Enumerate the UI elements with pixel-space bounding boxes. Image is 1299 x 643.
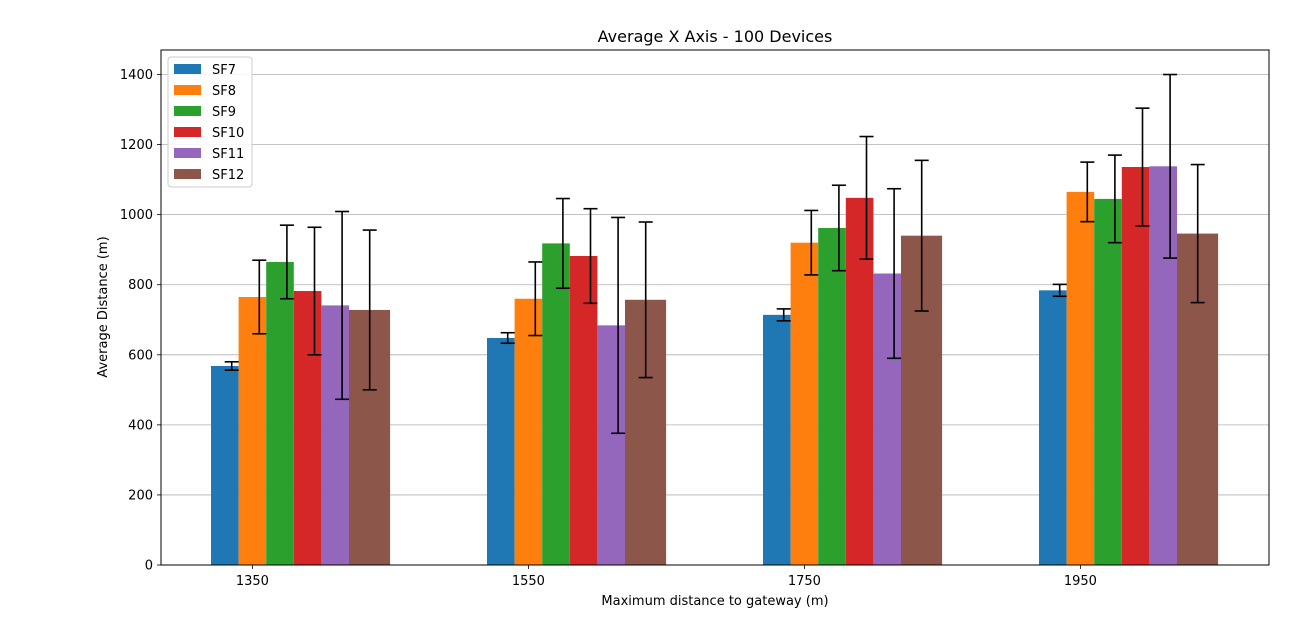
legend-swatch — [174, 85, 201, 95]
bar — [790, 242, 819, 565]
x-tick-label: 1750 — [788, 574, 821, 589]
bars — [211, 166, 1219, 566]
legend-label: SF9 — [212, 105, 236, 120]
bar — [873, 273, 901, 565]
legend-label: SF7 — [212, 63, 236, 78]
bar — [763, 314, 791, 565]
bar — [211, 366, 239, 565]
legend-swatch — [174, 106, 201, 116]
x-tick-label: 1950 — [1064, 574, 1097, 589]
legend-swatch — [174, 169, 201, 179]
bar — [1121, 167, 1150, 565]
x-axis: 1350 1550 1750 1950 — [236, 565, 1097, 589]
bar — [1039, 290, 1067, 565]
bar — [487, 337, 515, 565]
legend-swatch — [174, 64, 201, 74]
bar — [597, 325, 625, 565]
bar — [293, 291, 322, 565]
bar — [845, 197, 874, 565]
y-tick-label: 400 — [128, 418, 153, 433]
bar — [1149, 166, 1177, 565]
legend-label: SF12 — [212, 168, 244, 183]
bar — [238, 296, 267, 565]
x-axis-label: Maximum distance to gateway (m) — [601, 594, 828, 609]
bar — [1094, 198, 1122, 565]
bar — [266, 261, 294, 565]
legend-swatch — [174, 127, 201, 137]
legend-label: SF8 — [212, 84, 236, 99]
x-tick-label: 1550 — [512, 574, 545, 589]
error-bars — [224, 73, 1205, 435]
y-axis-label: Average Distance (m) — [96, 236, 111, 377]
plot-frame — [160, 49, 1270, 566]
y-tick-label: 1000 — [120, 208, 153, 223]
legend-label: SF10 — [212, 126, 244, 141]
y-tick-label: 200 — [128, 488, 153, 503]
chart-title: Average X Axis - 100 Devices — [598, 27, 833, 46]
bar — [321, 305, 349, 565]
y-tick-label: 600 — [128, 348, 153, 363]
bar — [569, 256, 598, 565]
legend-label: SF11 — [212, 147, 244, 162]
y-tick-label: 1400 — [120, 68, 153, 83]
y-tick-label: 800 — [128, 278, 153, 293]
y-tick-label: 0 — [145, 559, 153, 574]
bar — [542, 243, 570, 565]
legend-swatch — [174, 148, 201, 158]
bar — [818, 227, 846, 566]
legend: SF7 SF8 SF9 SF10 SF11 SF12 — [167, 56, 253, 188]
y-tick-label: 1200 — [120, 138, 153, 153]
y-axis: 0 200 400 600 800 1000 1200 1400 — [120, 68, 161, 574]
bar — [514, 298, 543, 565]
x-tick-label: 1350 — [236, 574, 269, 589]
bar — [1066, 191, 1095, 565]
